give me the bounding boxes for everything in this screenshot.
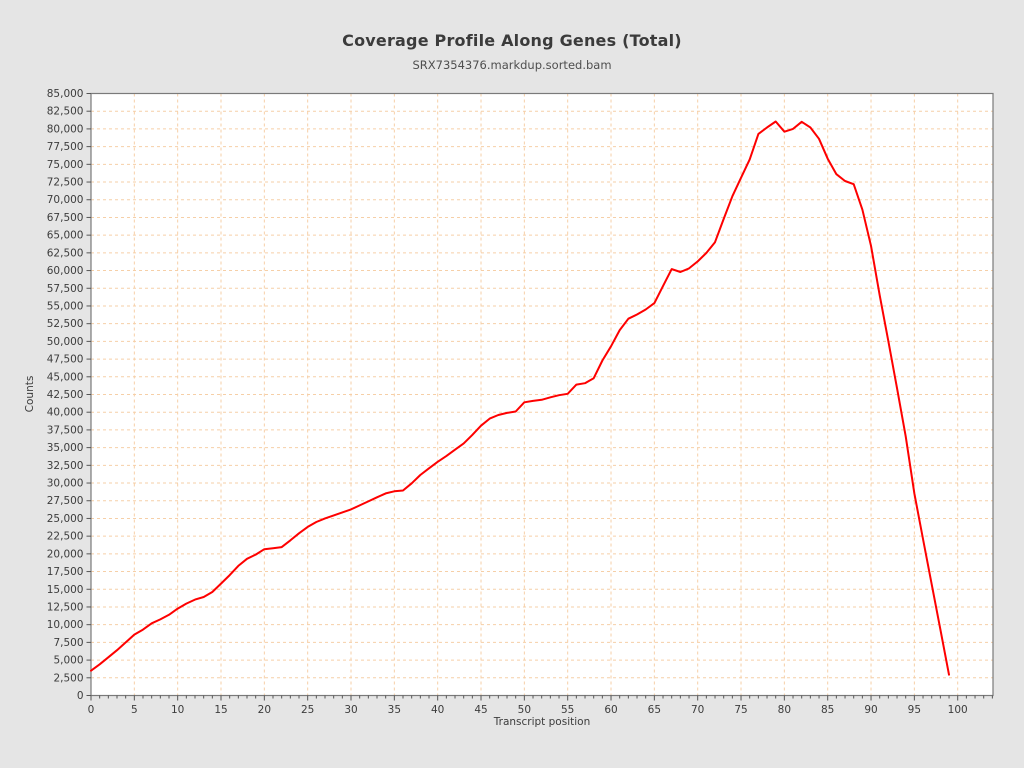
y-tick-label: 72,500 <box>47 177 84 189</box>
y-tick-label: 20,000 <box>47 548 84 560</box>
coverage-line <box>90 120 950 676</box>
y-tick-label: 30,000 <box>47 478 84 490</box>
x-tick-label: 75 <box>734 704 747 716</box>
y-tick-label: 40,000 <box>47 407 84 419</box>
y-tick-label: 37,500 <box>47 424 84 436</box>
y-tick-label: 47,500 <box>47 354 84 366</box>
y-tick-label: 27,500 <box>47 495 84 507</box>
y-tick-label: 42,500 <box>47 389 84 401</box>
chart-title: Coverage Profile Along Genes (Total) <box>342 31 682 50</box>
y-tick-label: 22,500 <box>47 531 84 543</box>
y-tick-label: 45,000 <box>47 371 84 383</box>
y-tick-label: 32,500 <box>47 460 84 472</box>
y-tick-label: 80,000 <box>47 123 84 135</box>
x-tick-label: 5 <box>131 704 138 716</box>
x-tick-label: 40 <box>431 704 444 716</box>
x-tick-label: 85 <box>821 704 834 716</box>
chart-subtitle: SRX7354376.markdup.sorted.bam <box>412 58 612 72</box>
x-tick-label: 100 <box>948 704 968 716</box>
x-tick-label: 0 <box>88 704 95 716</box>
y-tick-label: 25,000 <box>47 513 84 525</box>
y-tick-label: 65,000 <box>47 230 84 242</box>
y-tick-label: 15,000 <box>47 584 84 596</box>
x-axis-label: Transcript position <box>493 716 591 728</box>
x-tick-label: 35 <box>388 704 401 716</box>
y-tick-label: 2,500 <box>53 672 83 684</box>
x-tick-label: 30 <box>344 704 357 716</box>
y-tick-label: 75,000 <box>47 159 84 171</box>
y-tick-label: 50,000 <box>47 336 84 348</box>
x-tick-label: 60 <box>604 704 617 716</box>
y-tick-label: 77,500 <box>47 141 84 153</box>
y-tick-label: 5,000 <box>53 655 83 667</box>
x-tick-label: 50 <box>518 704 531 716</box>
y-axis-label: Counts <box>24 375 36 413</box>
y-tick-label: 55,000 <box>47 300 84 312</box>
x-tick-label: 80 <box>778 704 791 716</box>
x-tick-label: 95 <box>908 704 921 716</box>
x-tick-label: 25 <box>301 704 314 716</box>
y-tick-label: 62,500 <box>47 247 84 259</box>
x-tick-label: 90 <box>864 704 877 716</box>
x-tick-label: 15 <box>214 704 227 716</box>
y-tick-label: 85,000 <box>47 88 84 100</box>
x-tick-label: 10 <box>171 704 184 716</box>
y-tick-label: 12,500 <box>47 601 84 613</box>
y-tick-label: 17,500 <box>47 566 84 578</box>
x-tick-label: 20 <box>258 704 271 716</box>
y-tick-label: 67,500 <box>47 212 84 224</box>
y-tick-label: 7,500 <box>53 637 83 649</box>
x-tick-label: 65 <box>648 704 661 716</box>
x-tick-label: 70 <box>691 704 704 716</box>
y-tick-label: 52,500 <box>47 318 84 330</box>
y-tick-label: 10,000 <box>47 619 84 631</box>
y-tick-label: 60,000 <box>47 265 84 277</box>
y-tick-label: 82,500 <box>47 106 84 118</box>
y-tick-label: 0 <box>77 690 84 702</box>
y-tick-label: 70,000 <box>47 194 84 206</box>
y-tick-label: 35,000 <box>47 442 84 454</box>
x-tick-label: 55 <box>561 704 574 716</box>
y-tick-label: 57,500 <box>47 283 84 295</box>
x-tick-label: 45 <box>474 704 487 716</box>
